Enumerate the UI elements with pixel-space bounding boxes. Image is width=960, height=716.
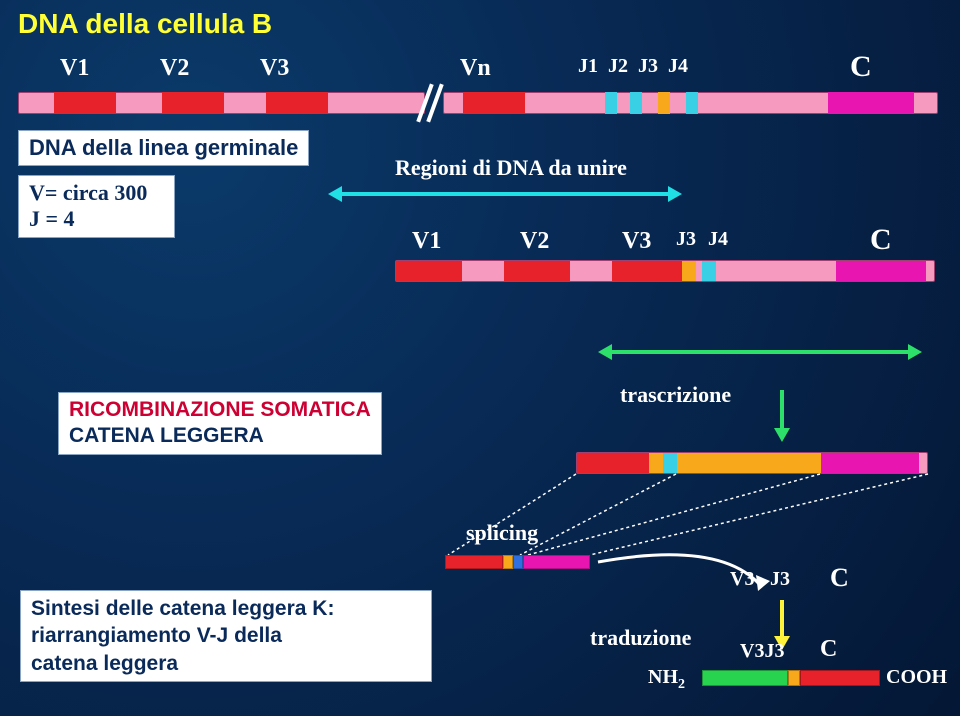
germline-seg-6 (658, 92, 670, 114)
splice-line-1 (520, 474, 676, 555)
break-marks (421, 83, 451, 123)
prod-top-v3: V3 (730, 568, 754, 591)
top-label-v3: V3 (260, 55, 289, 82)
slide-title: DNA della cellula B (18, 8, 272, 40)
vc-line1: V= circa 300 (29, 180, 164, 206)
transcript-bar-seg-0 (577, 453, 649, 473)
prod-bot-v3j3: V3J3 (740, 640, 784, 663)
top-label-v1: V1 (60, 55, 89, 82)
top-label-v2: V2 (160, 55, 189, 82)
germline-seg-0 (54, 92, 116, 114)
mid-label-j4: J4 (708, 228, 728, 251)
germline-seg-2 (266, 92, 328, 114)
sintesi-l3: catena leggera (31, 650, 421, 677)
bcell-dna-bar (395, 260, 935, 282)
mid-label-v2: V2 (520, 228, 549, 255)
top-label-j3: J3 (638, 55, 658, 78)
germline-seg-5 (630, 92, 642, 114)
trascrizione-label: trascrizione (620, 382, 731, 408)
top-label-c: C (850, 50, 872, 84)
cooh-label: COOH (886, 666, 947, 689)
splicing-label: splicing (466, 520, 538, 546)
mid-label-v1: V1 (412, 228, 441, 255)
splice-line-3 (590, 474, 928, 555)
transcript-bar-seg-1 (649, 453, 663, 473)
traduzione-label: traduzione (590, 625, 691, 651)
nh2-label: NH2 (648, 666, 685, 693)
top-label-j2: J2 (608, 55, 628, 78)
transcription-span-arrow (600, 350, 920, 354)
mid-label-v3: V3 (622, 228, 651, 255)
transcript-bar-seg-2 (663, 453, 677, 473)
top-label-j4: J4 (668, 55, 688, 78)
bcell-dna-bar-seg-0 (396, 261, 462, 281)
prod-bot-c: C (820, 636, 837, 663)
mrna-bar (445, 555, 590, 569)
protein-seg-0 (702, 670, 788, 686)
bcell-dna-bar-seg-2 (612, 261, 682, 281)
germline-seg-8 (828, 92, 914, 114)
bcell-dna-bar-seg-5 (836, 261, 926, 281)
germline-seg-3 (463, 92, 525, 114)
germline-seg-4 (605, 92, 617, 114)
mid-label-c: C (870, 223, 892, 257)
ricomb-line1: RICOMBINAZIONE SOMATICA (69, 397, 371, 423)
germline-seg-1 (162, 92, 224, 114)
vc-line2: J = 4 (29, 206, 164, 232)
mrna-seg-0 (445, 555, 503, 569)
prod-top-j3: J3 (770, 568, 790, 591)
top-label-vn: Vn (460, 55, 491, 82)
regioni-arrow (330, 192, 680, 196)
prod-top-c: C (830, 563, 849, 593)
bcell-dna-bar-seg-1 (504, 261, 570, 281)
protein-seg-2 (800, 670, 880, 686)
bcell-dna-bar-seg-4 (702, 261, 716, 281)
transcript-bar-seg-3 (677, 453, 821, 473)
mid-label-j3: J3 (676, 228, 696, 251)
vc-count-box: V= circa 300 J = 4 (18, 175, 175, 238)
transcript-bar-seg-4 (821, 453, 919, 473)
ricomb-box: RICOMBINAZIONE SOMATICA CATENA LEGGERA (58, 392, 382, 455)
mrna-seg-2 (513, 555, 523, 569)
sintesi-l2: riarrangiamento V-J della (31, 622, 421, 649)
regioni-label: Regioni di DNA da unire (395, 155, 627, 181)
top-label-j1: J1 (578, 55, 598, 78)
splice-line-2 (528, 474, 820, 555)
germline-seg-7 (686, 92, 698, 114)
transcript-bar (576, 452, 928, 474)
sintesi-l1: Sintesi delle catena leggera K: (31, 595, 421, 622)
sintesi-box: Sintesi delle catena leggera K: riarrang… (20, 590, 432, 682)
slide: DNA della cellula B V1 V2 V3 Vn J1 J2 J3 J4 C DN… (0, 0, 960, 716)
ricomb-line2: CATENA LEGGERA (69, 423, 371, 449)
protein-bar (702, 670, 880, 686)
bcell-dna-bar-seg-3 (682, 261, 696, 281)
germline-box: DNA della linea germinale (18, 130, 309, 166)
trascrizione-arrow (780, 390, 784, 440)
protein-seg-1 (788, 670, 800, 686)
mrna-seg-3 (523, 555, 590, 569)
mrna-seg-1 (503, 555, 513, 569)
